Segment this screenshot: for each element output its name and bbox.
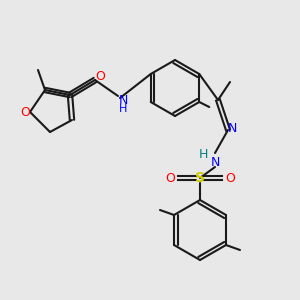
Text: O: O xyxy=(95,70,105,83)
Text: H: H xyxy=(119,104,127,114)
Text: O: O xyxy=(165,172,175,184)
Text: H: H xyxy=(198,148,208,161)
Text: N: N xyxy=(227,122,237,134)
Text: O: O xyxy=(20,106,30,118)
Text: O: O xyxy=(225,172,235,184)
Text: S: S xyxy=(195,171,205,185)
Text: N: N xyxy=(118,94,128,107)
Text: N: N xyxy=(210,157,220,169)
